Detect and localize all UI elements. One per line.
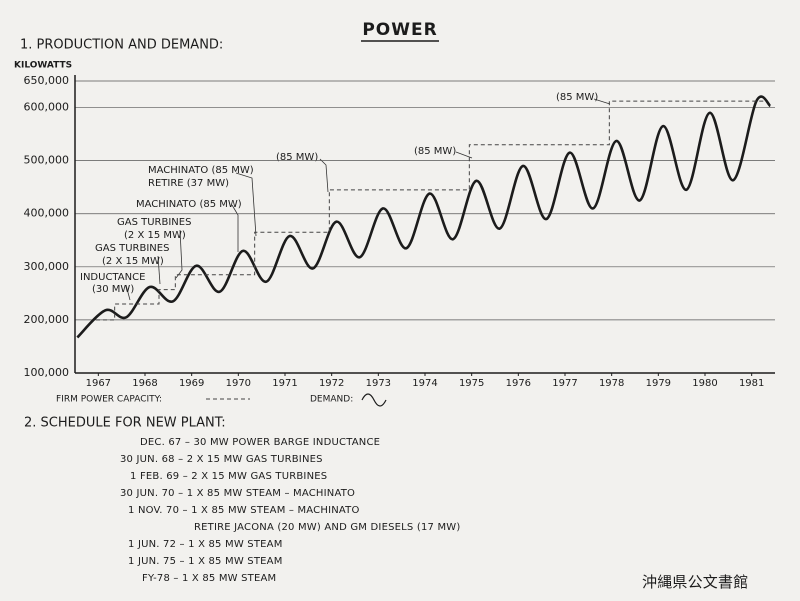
demand-line (76, 95, 772, 339)
x-tick-label: 1973 (366, 378, 391, 389)
leader (455, 151, 473, 159)
x-tick-label: 1980 (692, 378, 717, 389)
legend-label: DEMAND: (310, 395, 353, 405)
annotation: (2 X 15 MW) (102, 256, 164, 267)
x-tick-label: 1968 (132, 378, 157, 389)
legend-sample (361, 393, 387, 407)
leader (231, 204, 239, 252)
x-tick-label: 1978 (599, 378, 624, 389)
x-tick-label: 1976 (506, 378, 531, 389)
section-title: 2. SCHEDULE FOR NEW PLANT: (24, 416, 226, 431)
x-tick-label: 1970 (226, 378, 251, 389)
annotation: (85 MW) (276, 152, 318, 163)
schedule-item: DEC. 67 – 30 MW POWER BARGE INDUCTANCE (140, 437, 381, 448)
schedule-item: FY-78 – 1 X 85 MW STEAM (142, 573, 277, 584)
capacity-line (96, 100, 764, 321)
legend-label: FIRM POWER CAPACITY: (56, 395, 162, 405)
annotation: (30 MW) (92, 284, 134, 295)
leader-lines (125, 98, 611, 301)
annotation: (85 MW) (414, 146, 456, 157)
annotation: INDUCTANCE (80, 272, 145, 283)
x-tick-label: 1979 (646, 378, 671, 389)
annotation: MACHINATO (85 MW) (136, 199, 242, 210)
leader (157, 255, 161, 285)
annotation: GAS TURBINES (95, 243, 169, 254)
leader (235, 172, 257, 237)
y-tick-label: 100,000 (24, 366, 70, 379)
leader (125, 284, 131, 301)
schedule-item: 1 JUN. 75 – 1 X 85 MW STEAM (128, 556, 283, 567)
schedule-item: 30 JUN. 70 – 1 X 85 MW STEAM – MACHINATO (120, 488, 356, 499)
page-title: POWER (362, 20, 437, 40)
annotation: MACHINATO (85 MW) (148, 165, 254, 176)
chart-title: 1. PRODUCTION AND DEMAND: (20, 38, 223, 53)
y-tick-label: 600,000 (24, 101, 70, 114)
y-tick-label: 500,000 (24, 154, 70, 167)
x-tick-label: 1969 (179, 378, 204, 389)
leader (593, 98, 611, 105)
schedule-item: 1 NOV. 70 – 1 X 85 MW STEAM – MACHINATO (128, 505, 360, 516)
annotation: (85 MW) (556, 92, 598, 103)
annotation: (2 X 15 MW) (124, 230, 186, 241)
x-tick-label: 1967 (86, 378, 111, 389)
leader (319, 158, 329, 193)
x-tick-label: 1974 (412, 378, 437, 389)
schedule-item: RETIRE JACONA (20 MW) AND GM DIESELS (17… (194, 522, 461, 533)
y-tick-label: 200,000 (24, 313, 70, 326)
x-tick-label: 1981 (739, 378, 764, 389)
leader (175, 229, 183, 279)
y-tick-label: 650,000 (24, 74, 70, 87)
x-tick-label: 1975 (459, 378, 484, 389)
annotation: GAS TURBINES (117, 217, 191, 228)
annotation: RETIRE (37 MW) (148, 178, 229, 189)
schedule-item: 1 FEB. 69 – 2 X 15 MW GAS TURBINES (130, 471, 328, 482)
y-tick-label: 400,000 (24, 207, 70, 220)
schedule-item: 1 JUN. 72 – 1 X 85 MW STEAM (128, 539, 283, 550)
y-axis-label: KILOWATTS (14, 61, 72, 71)
schedule-item: 30 JUN. 68 – 2 X 15 MW GAS TURBINES (120, 454, 323, 465)
watermark: 沖縄県公文書館 (642, 573, 749, 591)
y-tick-label: 300,000 (24, 260, 70, 273)
x-tick-label: 1977 (552, 378, 577, 389)
x-tick-label: 1972 (319, 378, 344, 389)
x-tick-label: 1971 (272, 378, 297, 389)
